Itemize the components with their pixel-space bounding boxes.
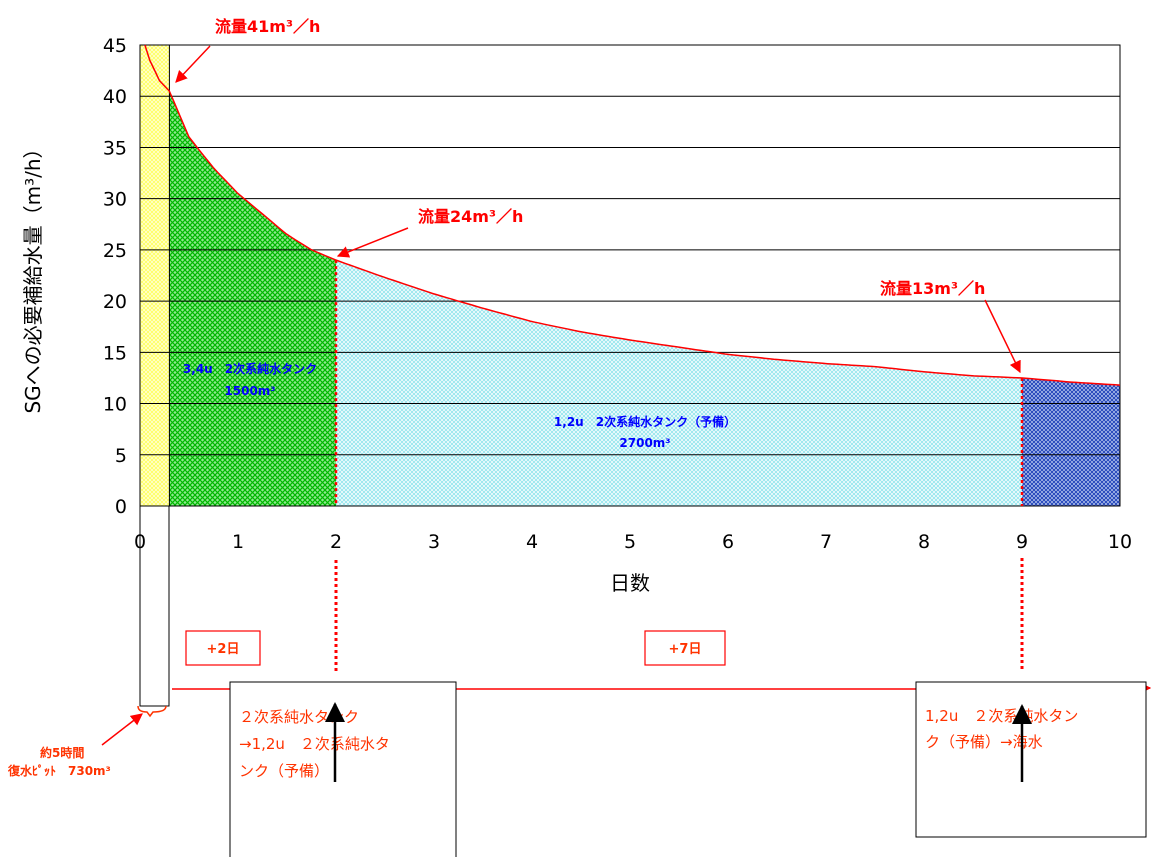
y-axis-label: SGへの必要補給水量（m³/h） xyxy=(21,138,45,413)
x-tick-5: 5 xyxy=(624,531,636,553)
region-label-green: 3,4u 2次系純水タンク xyxy=(183,361,317,376)
y-tick-25: 25 xyxy=(103,240,127,262)
pit-label-line1: 約5時間 xyxy=(40,745,84,760)
annotation-arrow-41 xyxy=(175,45,211,83)
box-plus2days-label: +2日 xyxy=(207,642,240,657)
y-tick-20: 20 xyxy=(103,291,127,313)
x-tick-1: 1 xyxy=(232,531,244,553)
flow-curve-line xyxy=(144,44,1121,386)
region-label-cyan: 1,2u 2次系純水タンク（予備） xyxy=(554,414,736,429)
region-sublabel-green: 1500m³ xyxy=(224,384,275,398)
note-day9-line2: ク（予備）→海水 xyxy=(925,733,1043,751)
x-tick-3: 3 xyxy=(428,531,440,553)
flow-curve xyxy=(144,44,1121,386)
y-tick-35: 35 xyxy=(103,137,127,159)
pit-label-line2: 復水ﾋﾟｯﾄ 730m³ xyxy=(7,763,111,778)
note-day2-line2: →1,2u ２次系純水タ xyxy=(239,735,390,753)
y-tick-30: 30 xyxy=(103,189,127,211)
note-day2-line3: ンク（予備） xyxy=(239,762,329,780)
box-plus2days xyxy=(185,630,261,666)
y-tick-0: 0 xyxy=(115,496,127,518)
x-tick-4: 4 xyxy=(526,531,538,553)
region-0 xyxy=(140,45,170,506)
x-tick-10: 10 xyxy=(1108,531,1132,553)
gridlines xyxy=(139,44,1121,507)
note-box-day9 xyxy=(915,681,1147,838)
x-tick-6: 6 xyxy=(722,531,734,553)
pit-brace xyxy=(137,705,167,718)
region-1 xyxy=(169,91,336,506)
y-tick-45: 45 xyxy=(103,35,127,57)
y-tick-5: 5 xyxy=(115,445,127,467)
annotation-arrow-24 xyxy=(336,227,409,258)
x-tick-2: 2 xyxy=(330,531,342,553)
plot-border xyxy=(139,44,1121,507)
pit-arrow xyxy=(101,713,143,746)
y-tick-15: 15 xyxy=(103,342,127,364)
annotation-arrow-13 xyxy=(984,299,1021,374)
area-regions xyxy=(140,45,1120,506)
x-tick-9: 9 xyxy=(1016,531,1028,553)
x-tick-8: 8 xyxy=(918,531,930,553)
note-day2-line1: ２次系純水タンク xyxy=(239,708,359,726)
box-plus7days-label: +7日 xyxy=(669,642,702,657)
box-plus7days xyxy=(644,630,726,666)
annotation-flow-41: 流量41m³／h xyxy=(215,17,320,36)
region-sublabel-cyan: 2700m³ xyxy=(619,436,670,450)
region-3 xyxy=(1022,377,1120,506)
x-tick-7: 7 xyxy=(820,531,832,553)
annotation-flow-13: 流量13m³／h xyxy=(880,279,985,298)
y-tick-40: 40 xyxy=(103,86,127,108)
y-tick-10: 10 xyxy=(103,394,127,416)
pit-bracket xyxy=(139,505,170,707)
note-day9-line1: 1,2u ２次系純水タン xyxy=(925,707,1078,725)
annotation-flow-24: 流量24m³／h xyxy=(418,207,523,226)
x-axis-label: 日数 xyxy=(610,571,650,595)
region-2 xyxy=(336,260,1022,506)
